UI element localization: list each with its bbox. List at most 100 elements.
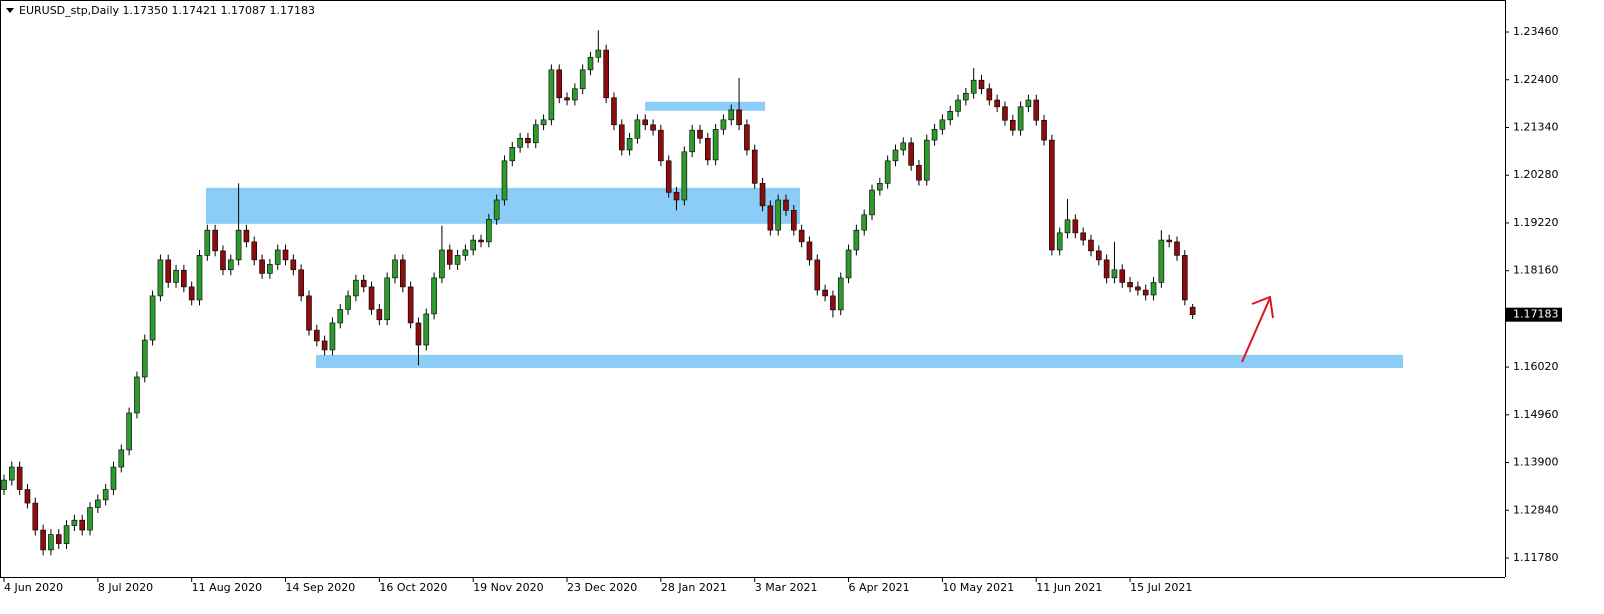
candle-body <box>673 192 680 201</box>
candle-body <box>642 119 649 126</box>
y-tick-label: 1.18160 <box>1513 264 1559 277</box>
candle-body <box>1064 219 1071 234</box>
candle-body <box>196 255 203 301</box>
candle-body <box>1088 239 1094 252</box>
candle-body <box>392 259 398 279</box>
candle-body <box>681 151 688 201</box>
candle-body <box>556 69 563 99</box>
candle-body <box>1150 282 1157 296</box>
x-tick-label: 6 Apr 2021 <box>849 581 910 594</box>
candle-body <box>1182 255 1188 301</box>
candle-body <box>353 279 359 297</box>
candle-body <box>345 295 351 310</box>
candle-body <box>306 295 312 331</box>
candle-body <box>181 269 187 288</box>
candle-body <box>579 69 586 90</box>
candle-body <box>1056 232 1063 251</box>
candle-body <box>478 239 484 243</box>
candle-body <box>728 109 735 121</box>
candle-body <box>704 137 711 161</box>
candle-body <box>227 259 234 271</box>
candle-body <box>431 277 437 315</box>
candle-body <box>814 259 821 291</box>
candle-body <box>454 255 461 265</box>
axes: 1.23460 1.22400 1.21340 1.20280 1.19220 1.181… <box>3 25 1562 594</box>
candle-body <box>384 277 390 321</box>
candle-body <box>759 183 766 207</box>
candle-body <box>806 241 813 261</box>
candle-body <box>931 128 938 141</box>
candle-body <box>71 519 78 526</box>
chart-title: EURUSD_stp,Daily 1.17350 1.17421 1.17087… <box>19 4 315 17</box>
candle-body <box>767 205 774 231</box>
y-tick-label: 1.12840 <box>1513 503 1559 516</box>
x-tick-label: 8 Jul 2020 <box>98 581 153 594</box>
candle-body <box>1127 282 1133 288</box>
x-tick-label: 16 Oct 2020 <box>379 581 447 594</box>
candles <box>1 30 1196 556</box>
candle-body <box>48 534 54 551</box>
current-price-label: 1.17183 <box>1513 308 1559 321</box>
candle-body <box>884 160 891 184</box>
candle-body <box>626 137 633 151</box>
y-tick-label: 1.22400 <box>1513 73 1559 86</box>
candle-body <box>830 295 836 311</box>
candle-body <box>321 340 328 351</box>
candle-body <box>955 99 961 112</box>
candle-body <box>1002 106 1008 121</box>
candle-body <box>251 241 258 261</box>
candle-body <box>118 449 125 468</box>
candle-body <box>188 286 195 301</box>
candle-body <box>775 199 781 231</box>
candle-body <box>63 525 70 544</box>
candle-body <box>486 219 492 243</box>
y-tick-label: 1.19220 <box>1513 216 1559 229</box>
candle-body <box>634 119 641 139</box>
candle-body <box>587 56 594 71</box>
candle-body <box>407 286 414 324</box>
candle-body <box>548 69 555 121</box>
candle-body <box>1072 219 1079 234</box>
y-tick-label: 1.21340 <box>1513 120 1559 133</box>
candle-body <box>970 79 977 94</box>
x-tick-label: 23 Dec 2020 <box>567 581 637 594</box>
candle-body <box>689 129 695 153</box>
candle-body <box>540 119 547 126</box>
candle-body <box>141 339 148 378</box>
candle-body <box>1142 289 1149 296</box>
candle-body <box>24 489 31 504</box>
candle-body <box>110 466 117 490</box>
candle-body <box>259 259 265 274</box>
candle-body <box>986 88 993 101</box>
candle-body <box>564 97 570 101</box>
candle-body <box>665 160 672 193</box>
candle-body <box>1041 119 1047 141</box>
candle-body <box>611 97 617 126</box>
candle-body <box>908 142 914 166</box>
candle-body <box>744 124 750 151</box>
candle-body <box>1025 99 1032 108</box>
x-tick-label: 3 Mar 2021 <box>755 581 818 594</box>
candle-body <box>1135 286 1141 291</box>
candle-body <box>877 183 883 191</box>
candle-body <box>446 249 453 265</box>
candle-body <box>204 229 211 256</box>
candle-body <box>220 250 226 271</box>
candle-body <box>798 229 805 243</box>
y-tick-label: 1.14960 <box>1513 408 1559 421</box>
candle-body <box>157 259 164 297</box>
x-tick-label: 14 Sep 2020 <box>286 581 356 594</box>
candle-body <box>963 92 969 101</box>
candle-body <box>40 529 46 551</box>
candle-body <box>95 499 101 508</box>
candle-body <box>329 322 336 351</box>
candle-body <box>298 269 304 297</box>
candle-body <box>837 277 844 311</box>
menu-triangle[interactable] <box>6 8 14 13</box>
candle-body <box>1119 269 1126 283</box>
candle-body <box>134 376 140 414</box>
y-tick-label: 1.11780 <box>1513 551 1559 564</box>
candle-body <box>712 128 719 161</box>
